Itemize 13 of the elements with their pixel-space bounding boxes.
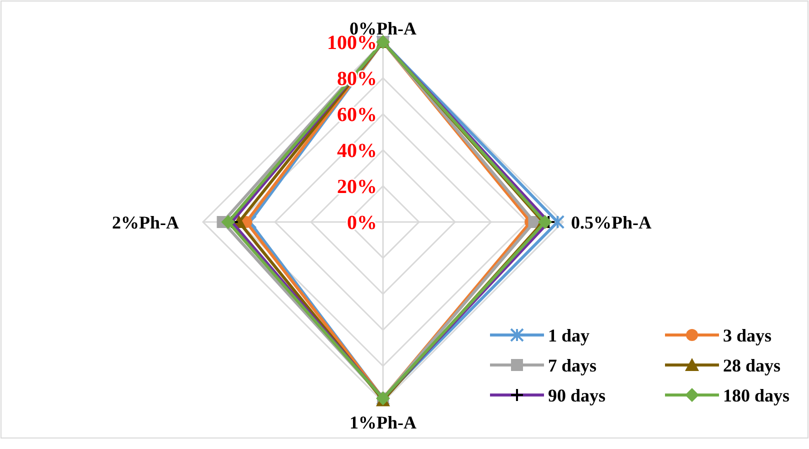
y-tick-label: 0%: [347, 212, 377, 234]
legend-label: 3 days: [723, 325, 772, 346]
spoke-label: 0.5%Ph-A: [571, 212, 652, 232]
y-tick-label: 40%: [337, 140, 377, 162]
legend-label: 7 days: [548, 355, 597, 376]
legend-label: 90 days: [548, 385, 606, 406]
y-tick-label: 20%: [337, 176, 377, 198]
spoke-label: 2%Ph-A: [112, 212, 179, 232]
y-tick-label: 60%: [337, 104, 377, 126]
legend-label: 180 days: [723, 385, 790, 406]
spoke-label: 1%Ph-A: [350, 412, 416, 432]
legend-label: 28 days: [723, 355, 781, 376]
legend-label: 1 day: [548, 325, 590, 346]
